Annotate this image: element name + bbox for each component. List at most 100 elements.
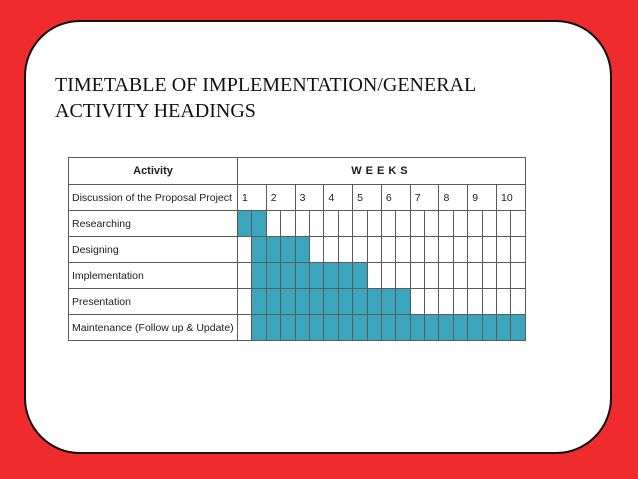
schedule-bar-cell	[352, 262, 368, 289]
schedule-bar-cell	[438, 314, 454, 341]
schedule-bar-cell	[323, 288, 339, 315]
week-number-1: 1	[237, 184, 267, 211]
week-number-6: 6	[380, 184, 411, 211]
task-label: Designing	[68, 236, 238, 263]
week-number-2: 2	[265, 184, 296, 211]
schedule-empty-cell	[424, 236, 440, 263]
schedule-empty-cell	[337, 210, 354, 237]
schedule-empty-cell	[323, 236, 339, 263]
schedule-bar-cell	[251, 236, 267, 263]
schedule-bar-cell	[395, 288, 411, 315]
schedule-bar-cell	[366, 288, 382, 315]
schedule-empty-cell	[467, 210, 483, 237]
schedule-empty-cell	[510, 262, 526, 289]
schedule-empty-cell	[424, 262, 440, 289]
schedule-bar-cell	[337, 262, 354, 289]
schedule-empty-cell	[452, 210, 469, 237]
week-number-4: 4	[323, 184, 354, 211]
schedule-empty-cell	[409, 262, 426, 289]
schedule-empty-cell	[280, 210, 296, 237]
schedule-empty-cell	[438, 236, 454, 263]
schedule-bar-cell	[251, 314, 267, 341]
schedule-empty-cell	[395, 210, 411, 237]
slide-title-line-2: ACTIVITY HEADINGS	[55, 100, 256, 122]
task-label: Implementation	[68, 262, 238, 289]
week-number-3: 3	[294, 184, 325, 211]
schedule-empty-cell	[352, 210, 368, 237]
schedule-bar-cell	[265, 288, 282, 315]
schedule-empty-cell	[481, 262, 498, 289]
schedule-empty-cell	[438, 210, 454, 237]
slide-title-line-1: TIMETABLE OF IMPLEMENTATION/GENERAL	[55, 74, 477, 96]
schedule-bar-cell	[337, 288, 354, 315]
schedule-bar-cell	[265, 262, 282, 289]
schedule-empty-cell	[467, 262, 483, 289]
schedule-bar-cell	[308, 262, 325, 289]
schedule-empty-cell	[510, 236, 526, 263]
schedule-bar-cell	[294, 262, 310, 289]
schedule-bar-cell	[294, 314, 310, 341]
schedule-empty-cell	[496, 288, 512, 315]
schedule-empty-cell	[265, 210, 282, 237]
task-row: Designing	[68, 236, 526, 263]
schedule-bar-cell	[280, 262, 296, 289]
task-row: Researching	[68, 210, 526, 237]
schedule-empty-cell	[467, 236, 483, 263]
schedule-empty-cell	[294, 210, 310, 237]
schedule-empty-cell	[395, 262, 411, 289]
schedule-empty-cell	[308, 236, 325, 263]
week-number-9: 9	[467, 184, 498, 211]
schedule-empty-cell	[496, 262, 512, 289]
schedule-bar-cell	[510, 314, 526, 341]
gantt-header-row: Activity WEEKS	[68, 157, 526, 185]
schedule-empty-cell	[438, 288, 454, 315]
task-label: Researching	[68, 210, 238, 237]
schedule-empty-cell	[366, 210, 382, 237]
schedule-empty-cell	[452, 262, 469, 289]
schedule-empty-cell	[323, 210, 339, 237]
schedule-bar-cell	[452, 314, 469, 341]
schedule-bar-cell	[265, 314, 282, 341]
schedule-empty-cell	[380, 236, 397, 263]
schedule-empty-cell	[380, 262, 397, 289]
schedule-bar-cell	[352, 288, 368, 315]
schedule-bar-cell	[251, 262, 267, 289]
task-label: Presentation	[68, 288, 238, 315]
schedule-empty-cell	[337, 236, 354, 263]
schedule-empty-cell	[510, 210, 526, 237]
task-label: Maintenance (Follow up & Update)	[68, 314, 238, 341]
schedule-empty-cell	[424, 210, 440, 237]
task-row: Implementation	[68, 262, 526, 289]
schedule-empty-cell	[236, 262, 253, 289]
week-number-7: 7	[409, 184, 440, 211]
schedule-empty-cell	[452, 236, 469, 263]
schedule-bar-cell	[409, 314, 426, 341]
week-row-label: Discussion of the Proposal Project	[68, 184, 238, 211]
schedule-bar-cell	[380, 314, 397, 341]
schedule-bar-cell	[294, 236, 310, 263]
schedule-bar-cell	[323, 314, 339, 341]
schedule-empty-cell	[424, 288, 440, 315]
schedule-empty-cell	[409, 236, 426, 263]
week-number-8: 8	[438, 184, 469, 211]
schedule-bar-cell	[251, 210, 267, 237]
schedule-empty-cell	[481, 288, 498, 315]
gantt-table: Activity WEEKS Discussion of the Proposa…	[68, 157, 526, 341]
schedule-empty-cell	[510, 288, 526, 315]
schedule-bar-cell	[236, 210, 253, 237]
schedule-empty-cell	[452, 288, 469, 315]
schedule-bar-cell	[380, 288, 397, 315]
schedule-bar-cell	[265, 236, 282, 263]
schedule-empty-cell	[366, 236, 382, 263]
activity-column-header: Activity	[68, 157, 238, 185]
schedule-empty-cell	[308, 210, 325, 237]
schedule-bar-cell	[496, 314, 512, 341]
schedule-empty-cell	[236, 236, 253, 263]
schedule-empty-cell	[438, 262, 454, 289]
schedule-empty-cell	[481, 236, 498, 263]
schedule-bar-cell	[481, 314, 498, 341]
schedule-empty-cell	[380, 210, 397, 237]
schedule-bar-cell	[424, 314, 440, 341]
week-number-5: 5	[352, 184, 382, 211]
